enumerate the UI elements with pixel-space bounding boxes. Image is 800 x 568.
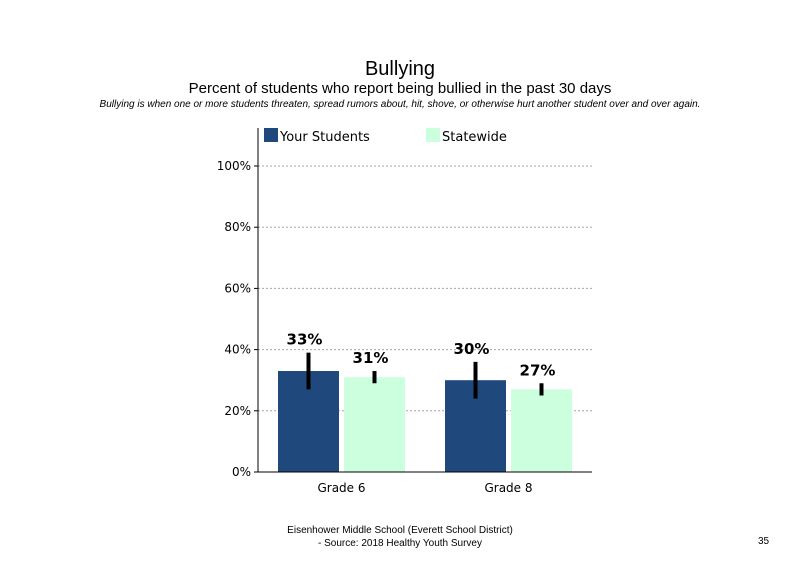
y-tick-label: 60% (224, 281, 251, 295)
footer-source: - Source: 2018 Healthy Youth Survey (318, 538, 482, 549)
legend-label: Statewide (442, 130, 507, 145)
x-tick-label: Grade 6 (317, 481, 365, 495)
footer-school: Eisenhower Middle School (Everett School… (287, 525, 513, 536)
bars: 33% 31% 30% 27% (278, 331, 572, 472)
x-tick-label: Grade 8 (484, 481, 532, 495)
y-tick-label: 0% (232, 465, 251, 479)
data-label: 33% (287, 331, 323, 349)
legend-swatch (264, 128, 278, 142)
legend: Your Students Statewide (264, 128, 507, 145)
y-tick-label: 100% (217, 159, 251, 173)
data-label: 30% (454, 340, 490, 358)
legend-label: Your Students (279, 130, 370, 145)
chart-title: Bullying (364, 58, 436, 80)
y-tick-label: 40% (224, 343, 251, 357)
data-label: 27% (520, 361, 556, 379)
axes: 0% 20% 40% 60% 80% 100% Grade 6 Grade 8 (217, 128, 592, 495)
data-label: 31% (353, 349, 389, 367)
bar (511, 389, 572, 472)
chart-note: Bullying is when one or more students th… (99, 99, 701, 110)
y-tick-label: 80% (224, 220, 251, 234)
bar-chart: 33% 31% 30% 27% 0% 20% 40% 60% 80% 100% Grade 6 Gr… (217, 128, 592, 495)
page-number: 35 (758, 536, 770, 547)
y-tick-label: 20% (224, 404, 251, 418)
footer: Eisenhower Middle School (Everett School… (200, 524, 600, 550)
chart-subtitle: Percent of students who report being bul… (188, 80, 612, 97)
legend-swatch (426, 128, 440, 142)
bar (344, 377, 405, 472)
